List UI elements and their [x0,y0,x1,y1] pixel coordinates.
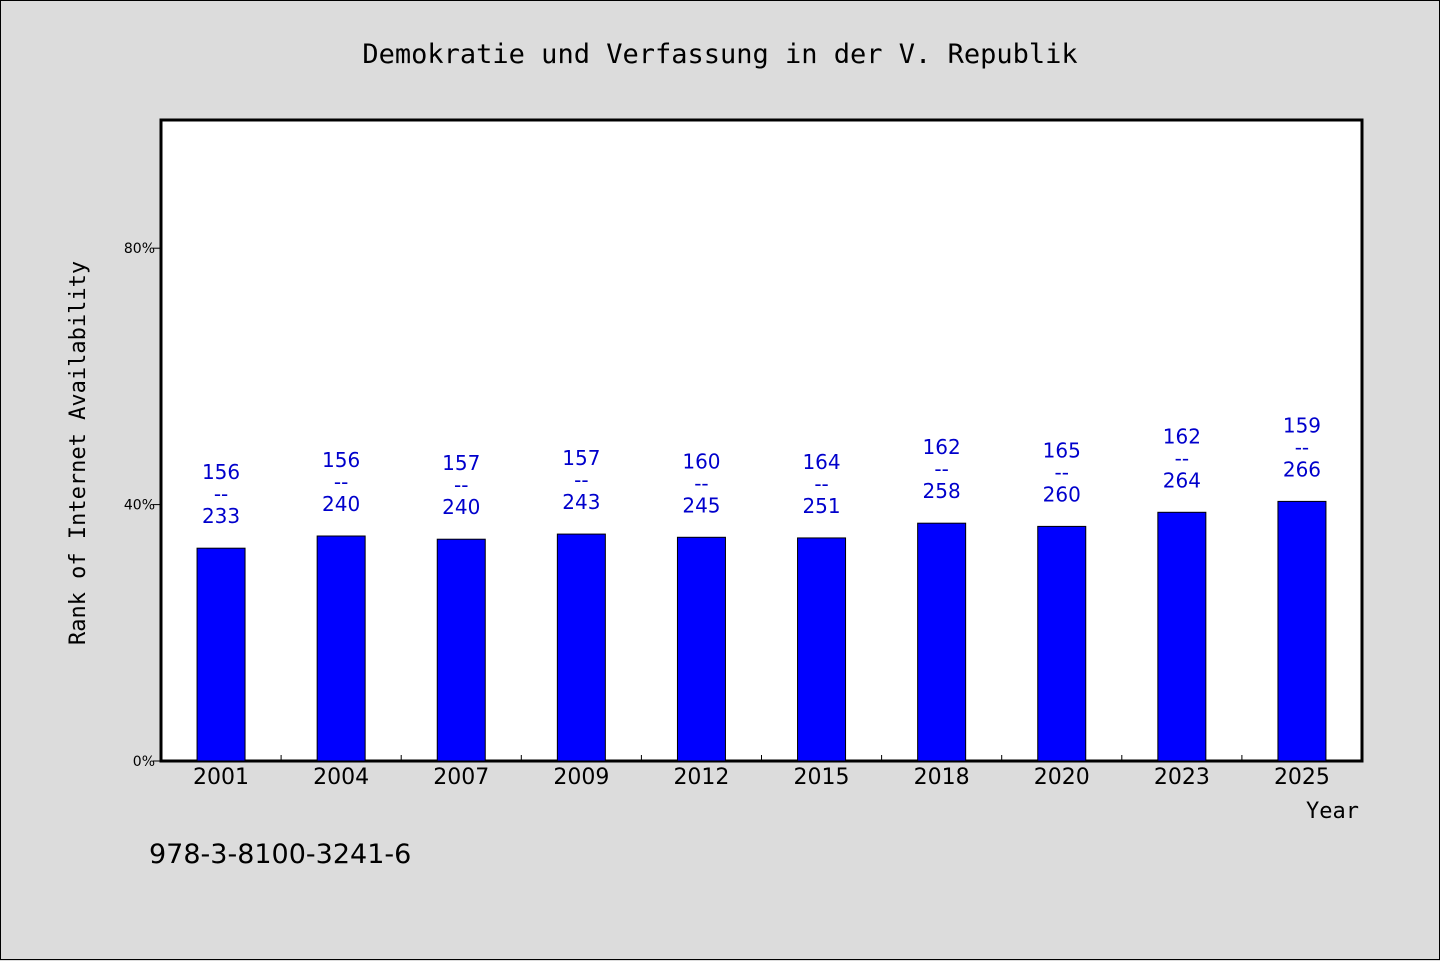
bar-label-separator: -- [1175,446,1189,470]
bar-label-total: 245 [682,493,720,517]
bar-label-separator: -- [694,471,708,495]
bar-label-total: 264 [1163,468,1201,492]
bar-label-separator: -- [214,482,228,506]
bar-label-total: 240 [442,495,480,519]
x-tick-label: 2007 [433,765,489,790]
bar-label-separator: -- [814,472,828,496]
bar-label-separator: -- [454,473,468,497]
bar-label-rank: 162 [923,435,961,459]
y-tick-label: 0% [133,754,155,770]
x-tick-label: 2009 [553,765,609,790]
bar [676,536,726,762]
bar-label-total: 251 [802,494,840,518]
x-tick-label: 2015 [794,765,850,790]
bar-label-separator: -- [574,468,588,492]
bar [797,537,847,762]
x-tick-label: 2025 [1274,765,1330,790]
x-tick-label: 2020 [1034,765,1090,790]
bar-series [196,500,1327,762]
x-axis: 2001 2004 2007 2009 2012 2015 2018 2020 2023 2025 [193,755,1330,790]
bar-label-rank: 160 [682,449,720,473]
bar-label-rank: 159 [1283,413,1321,437]
x-tick-label: 2023 [1154,765,1210,790]
bar [1157,511,1207,762]
bar-label-total: 260 [1043,482,1081,506]
bar-label-total: 258 [923,479,961,503]
bar-label-rank: 156 [322,448,360,472]
x-axis-title: Year [1306,799,1359,824]
bar-label-separator: -- [334,470,348,494]
bar-label-rank: 162 [1163,424,1201,448]
bar-label-rank: 164 [802,450,840,474]
bar [917,522,967,762]
bar-label-rank: 157 [442,451,480,475]
bar-label-total: 243 [562,490,600,514]
bar-label-separator: -- [1055,460,1069,484]
y-tick-label: 40% [124,498,155,514]
bar-label-rank: 156 [202,460,240,484]
bar [316,535,366,762]
y-axis: 0% 40% 80% [124,241,161,770]
x-tick-label: 2004 [313,765,369,790]
chart-title: Demokratie und Verfassung in der V. Repu… [362,39,1077,70]
bar-label-separator: -- [934,457,948,481]
bar [1037,525,1087,762]
bar [556,533,606,762]
x-tick-label: 2018 [914,765,970,790]
y-tick-label: 80% [124,241,155,257]
data-labels: 156--233156--240157--240157--243160--245… [202,413,1321,528]
isbn-note: 978-3-8100-3241-6 [149,839,411,870]
x-tick-label: 2001 [193,765,249,790]
bar-label-rank: 157 [562,446,600,470]
bar-label-total: 266 [1283,457,1321,481]
bar-label-total: 240 [322,492,360,516]
y-axis-title: Rank of Internet Availability [66,261,91,645]
bar-label-total: 233 [202,504,240,528]
bar [436,538,486,762]
bar-label-rank: 165 [1043,438,1081,462]
x-tick-label: 2012 [673,765,729,790]
bar-label-separator: -- [1295,435,1309,459]
bar [196,547,246,762]
bar [1277,500,1327,762]
